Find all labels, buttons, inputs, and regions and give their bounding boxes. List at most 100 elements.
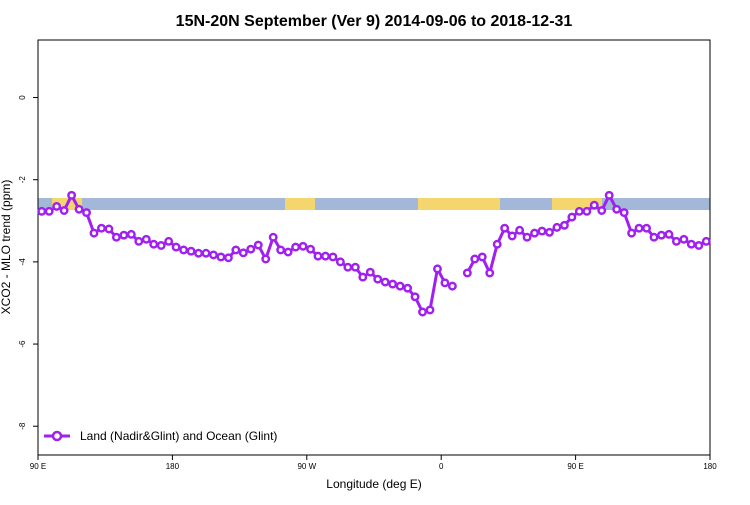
point [395,281,405,291]
point [104,224,114,234]
point [328,252,338,262]
point [507,231,517,241]
point [500,223,510,233]
point [627,228,637,238]
point [515,225,525,235]
point [283,247,293,257]
point [246,244,256,254]
point [164,236,174,246]
point [567,212,577,222]
point [44,206,54,216]
point [37,206,47,216]
point [97,223,106,233]
series-line [41,192,707,314]
point [238,248,248,258]
point [477,252,487,262]
point [186,246,196,256]
point [156,240,166,250]
point [694,240,704,250]
x-tick-label: 0 [439,462,444,471]
point [67,190,77,200]
point [530,228,539,238]
point [522,232,532,242]
point [209,250,218,260]
chart-title: 15N-20N September (Ver 9) 2014-09-06 to … [176,13,573,30]
point [545,227,554,237]
point [276,245,286,255]
point [634,223,644,233]
point [574,206,584,216]
point [388,279,398,289]
point [403,283,413,293]
point [649,232,659,242]
land-ocean-strip [38,198,710,210]
point [410,292,420,302]
point [216,252,226,262]
point [433,264,442,274]
point [52,201,62,211]
point [642,223,651,233]
point [671,236,681,246]
point [119,230,129,240]
x-tick-label: 180 [166,462,180,471]
point [89,228,99,238]
point [559,220,569,230]
point [701,236,711,246]
y-tick-label: 0 [18,95,27,100]
point [59,206,69,215]
point [462,268,472,278]
point [261,254,271,264]
point [485,268,495,278]
point [231,245,241,255]
point [657,230,666,240]
point [679,234,689,244]
point [268,232,278,242]
point [612,204,622,214]
y-tick-label: -6 [18,340,27,348]
x-axis-label: Longitude (deg E) [326,477,421,491]
point [552,222,562,232]
point [589,200,599,210]
point [313,251,323,261]
point [350,262,360,272]
point [343,262,353,272]
plot-frame [37,39,711,456]
point [373,274,383,284]
point [82,208,91,218]
point [619,208,629,218]
x-tick-label: 90 E [30,462,46,471]
point [141,234,151,244]
legend-marker [51,430,63,442]
point [418,307,427,317]
x-tick-label: 180 [703,462,717,471]
point [126,229,136,239]
point [597,206,607,215]
point [380,277,390,287]
point [306,244,315,254]
point [440,278,450,288]
point [582,206,592,216]
point [253,240,263,250]
x-tick-label: 90 W [297,462,316,471]
point [321,251,330,261]
point [291,242,301,252]
point [149,239,159,249]
point [335,257,345,267]
y-tick-label: -4 [18,258,27,266]
y-tick-label: -8 [18,422,27,430]
point [492,239,502,249]
point [111,232,121,242]
legend-label: Land (Nadir&Glint) and Ocean (Glint) [80,429,277,443]
point [537,226,547,236]
point [425,305,435,315]
x-tick-label: 90 E [567,462,583,471]
point [223,253,233,263]
land-strip [418,198,500,210]
point [298,241,308,251]
ocean-strip [38,198,710,210]
point [179,245,189,255]
land-strip [552,198,602,210]
point [201,248,211,258]
